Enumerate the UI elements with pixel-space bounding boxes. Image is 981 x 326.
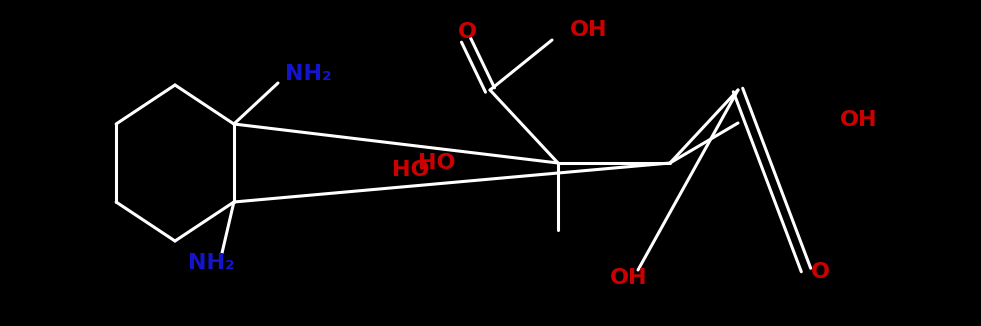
Text: NH₂: NH₂ (285, 64, 332, 84)
Text: OH: OH (610, 268, 647, 288)
Text: OH: OH (570, 20, 607, 40)
Text: OH: OH (840, 110, 877, 130)
Text: HO: HO (392, 160, 430, 180)
Text: O: O (810, 262, 830, 282)
Text: HO: HO (418, 153, 455, 173)
Text: NH₂: NH₂ (188, 253, 234, 273)
Text: O: O (457, 22, 477, 42)
